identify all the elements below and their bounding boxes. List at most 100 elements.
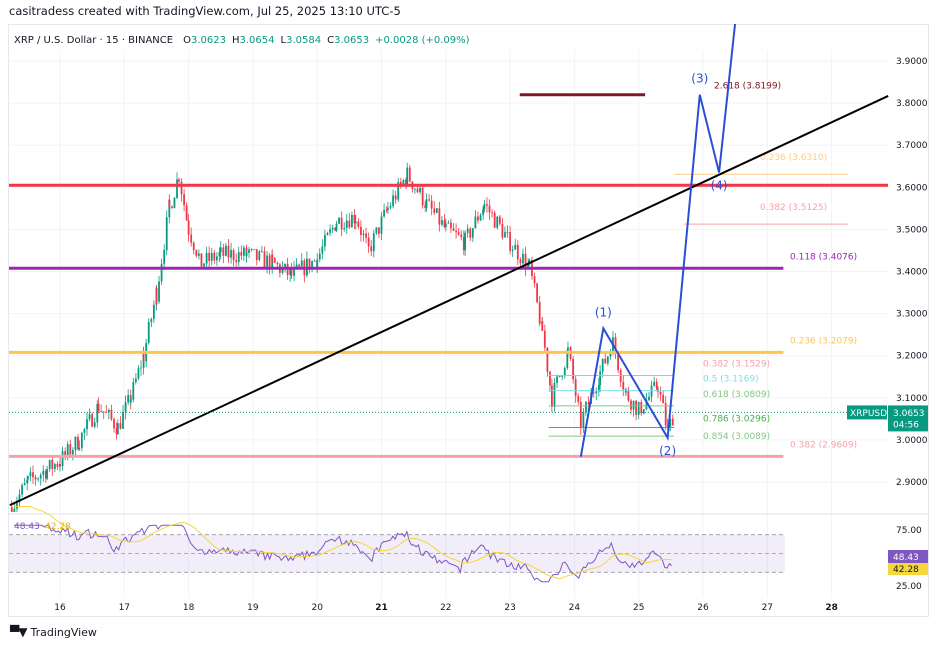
candle-body [587, 402, 590, 404]
candle-body [110, 409, 113, 420]
candle-body [263, 251, 266, 268]
candle-body [93, 422, 96, 427]
candle-body [187, 220, 190, 235]
date-tick-label: 17 [119, 603, 130, 613]
candle-body [592, 392, 595, 394]
candle-body [61, 451, 64, 467]
candle-body [318, 253, 321, 260]
candle-body [102, 411, 105, 413]
candle-body [370, 246, 373, 252]
rsi-ma-line [14, 506, 672, 579]
candle-body [498, 216, 501, 224]
candle-body [360, 226, 362, 235]
tradingview-logo: ▀▼ TradingView [10, 625, 97, 639]
candle-body [105, 412, 108, 413]
candle-body [506, 232, 509, 233]
candle-body [519, 259, 522, 264]
date-tick-label: 20 [311, 603, 323, 613]
candle-body [443, 220, 446, 228]
price-tick-label: 3.5000 [896, 225, 928, 235]
open-label: O [183, 34, 191, 46]
candle-body [558, 376, 561, 378]
candle-body [572, 358, 575, 380]
candle-body [276, 262, 279, 265]
candle-body [215, 256, 218, 261]
candle-body [630, 400, 632, 410]
candle-body [205, 252, 208, 264]
tradingview-logo-icon: ▀▼ [10, 625, 27, 639]
chart-frame [8, 24, 929, 617]
candle-body [316, 259, 319, 268]
candle-body [659, 391, 662, 395]
candle-body [113, 419, 115, 429]
candle-body [354, 221, 357, 224]
price-tick-label: 3.9000 [896, 57, 928, 67]
candle-body [48, 459, 51, 470]
candle-body [203, 263, 205, 267]
candle-body [340, 217, 343, 230]
candle-body [543, 330, 546, 348]
candle-body [666, 425, 669, 427]
candle-body [671, 418, 674, 426]
trendline [9, 95, 889, 507]
rsi-tick-label: 25.00 [896, 582, 922, 592]
candle-body [595, 391, 598, 394]
candle-body [450, 222, 452, 229]
candle-body [637, 406, 640, 415]
candle-body [541, 321, 544, 331]
candle-body [479, 215, 482, 221]
candle-body [619, 370, 622, 383]
price-tick-label: 2.9000 [896, 478, 928, 488]
symbol-tag [847, 405, 887, 420]
candle-body [213, 252, 216, 261]
candle-body [290, 269, 293, 276]
horizontal-level-label: 0.382 (2.9609) [790, 440, 857, 450]
candle-body [375, 227, 378, 234]
candle-body [26, 479, 29, 484]
candle-body [119, 423, 122, 429]
candle-body [56, 464, 59, 467]
date-tick-label: 22 [440, 603, 451, 613]
candle-body [51, 459, 54, 469]
candle-body [192, 242, 195, 251]
candle-body [69, 444, 72, 455]
rsi-ma-label: 42.28 [893, 565, 919, 575]
candle-body [477, 216, 479, 221]
symbol-title[interactable]: XRP / U.S. Dollar · 15 · BINANCE [14, 34, 174, 46]
candle-body [64, 451, 67, 456]
candle-body [23, 483, 26, 486]
candle-body [313, 260, 316, 262]
high-value: 3.0654 [239, 34, 275, 46]
candle-body [170, 206, 173, 209]
price-tick-label: 3.6000 [896, 183, 928, 193]
candle-body [556, 376, 558, 384]
candle-body [514, 244, 517, 250]
candle-body [140, 367, 142, 369]
candle-body [367, 241, 370, 247]
candle-body [397, 182, 400, 200]
fib-level-label: 0.618 (3.0809) [703, 390, 770, 400]
candle-body [258, 251, 261, 260]
candle-body [178, 179, 180, 182]
candle-body [655, 381, 658, 390]
candle-body [255, 249, 258, 260]
last-price-label: 3.0653 [893, 409, 925, 419]
candle-body [335, 223, 338, 231]
horizontal-level-label: 2.618 (3.8199) [714, 82, 781, 92]
candle-body [447, 222, 450, 224]
candle-body [59, 464, 61, 467]
candle-body [527, 263, 530, 269]
horizontal-level-label: 0.236 (3.2079) [790, 336, 857, 346]
candle-body [268, 255, 271, 270]
date-tick-label: 28 [825, 603, 838, 613]
candle-body [471, 228, 474, 238]
price-tick-label: 3.4000 [896, 268, 928, 278]
price-tick-label: 3.3000 [896, 310, 928, 320]
candle-body [372, 233, 375, 252]
candles [10, 162, 674, 512]
candle-body [329, 229, 331, 233]
candle-body [343, 227, 346, 230]
candle-body [469, 228, 472, 238]
candle-body [308, 258, 311, 270]
